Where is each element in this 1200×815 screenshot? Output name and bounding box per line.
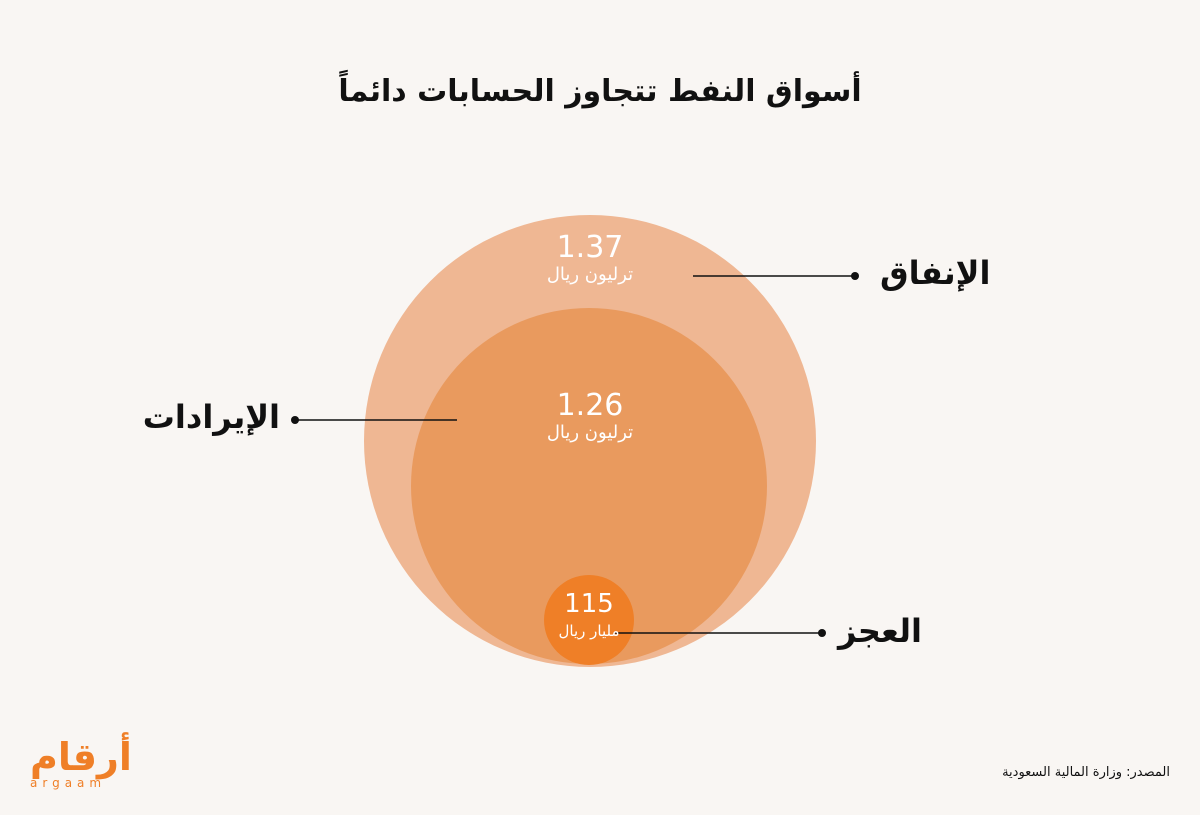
spending-value-label: 1.37 ترليون ريال [490, 232, 690, 286]
revenue-label: الإيرادات [142, 398, 280, 436]
spending-unit: ترليون ريال [546, 264, 634, 285]
revenue-unit: ترليون ريال [546, 422, 634, 443]
bubble-revenue [411, 308, 767, 664]
bubble-deficit [544, 575, 634, 665]
leader-dot-spending [851, 272, 859, 280]
chart-title: أسواق النفط تتجاوز الحسابات دائماً [338, 74, 862, 109]
source-note: المصدر: وزارة المالية السعودية [1002, 765, 1170, 780]
logo-latin: argaam [30, 776, 107, 790]
revenue-value: 1.26 [556, 388, 624, 423]
logo-arabic: أرقام [30, 735, 132, 779]
deficit-value-label: 115 مليار ريال [489, 588, 689, 642]
deficit-unit: مليار ريال [558, 622, 620, 640]
deficit-label: العجز [838, 612, 923, 650]
spending-value: 1.37 [556, 230, 624, 265]
deficit-value: 115 [564, 589, 614, 619]
leader-dot-deficit [818, 629, 826, 637]
spending-label: الإنفاق [880, 254, 991, 292]
revenue-value-label: 1.26 ترليون ريال [490, 390, 690, 444]
argaam-logo: أرقام argaam [30, 738, 132, 790]
leader-dot-revenue [291, 416, 299, 424]
